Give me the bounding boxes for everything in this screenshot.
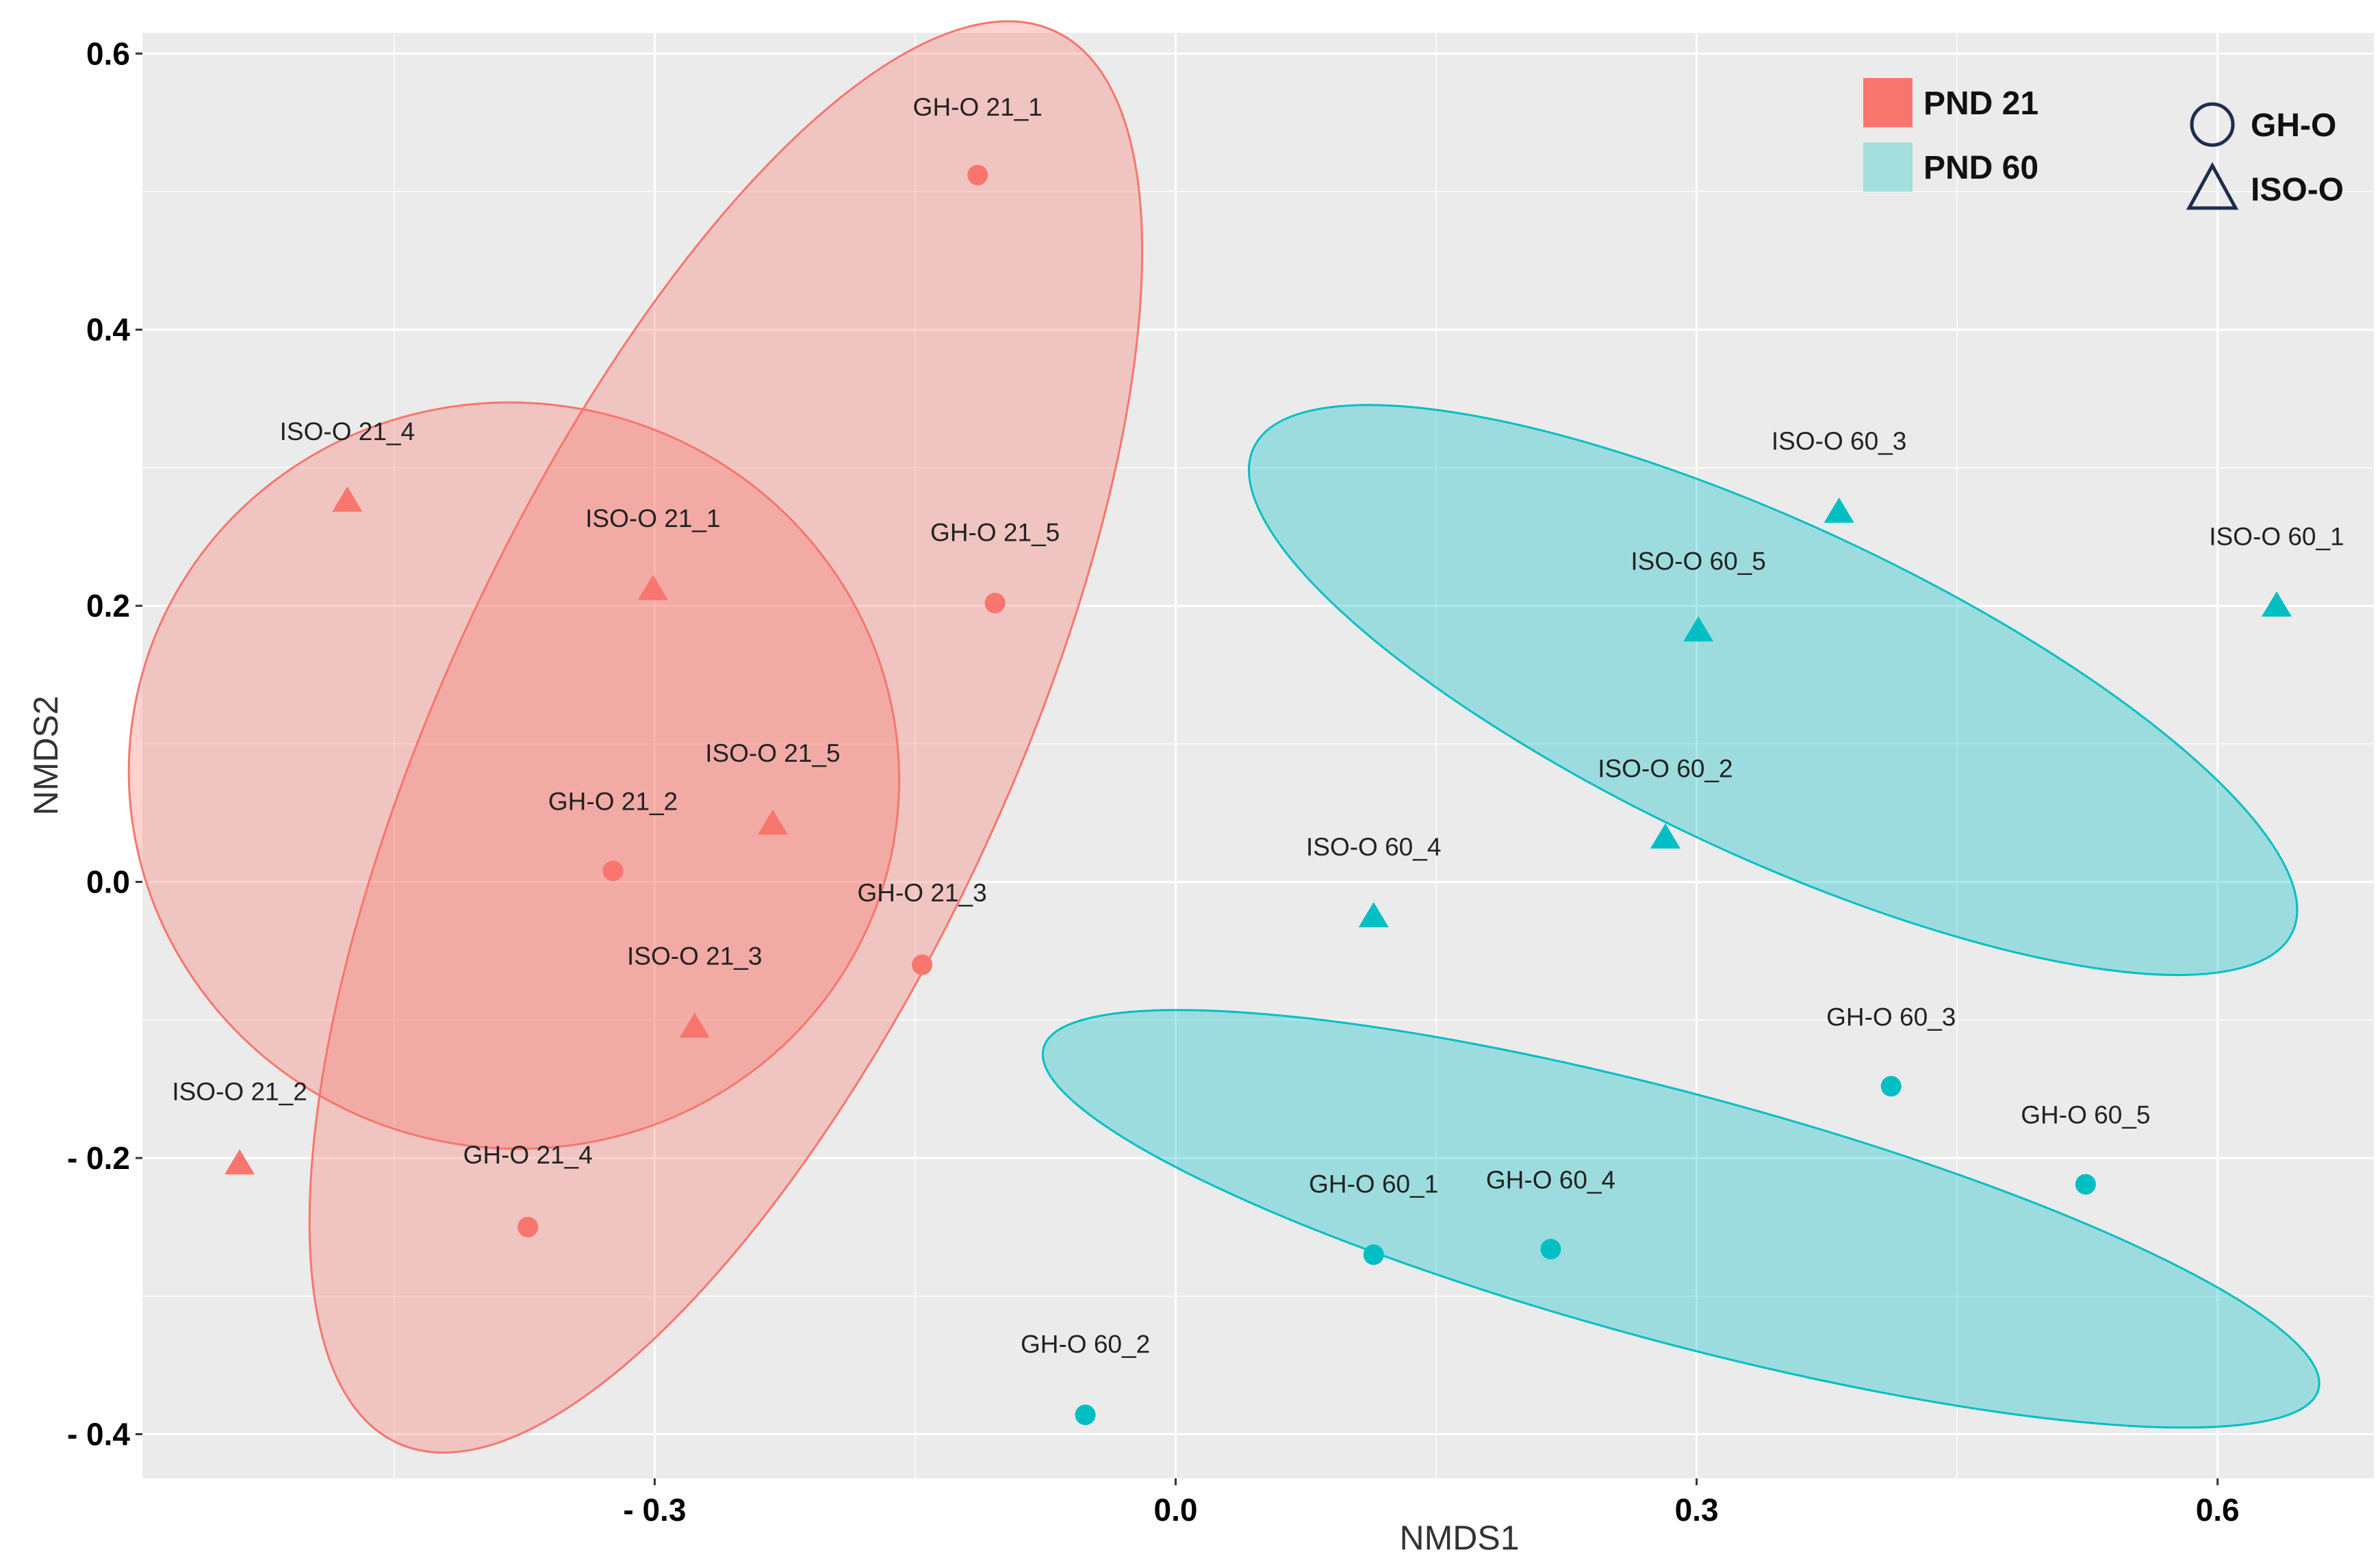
point-gh-o-21-4 bbox=[517, 1216, 539, 1237]
point-gh-o-60-3 bbox=[1880, 1076, 1902, 1097]
label-iso-o-60-5: ISO-O 60_5 bbox=[1631, 548, 1765, 576]
label-gh-o-21-1: GH-O 21_1 bbox=[913, 93, 1043, 121]
confidence-ellipses bbox=[127, 20, 2321, 1454]
x-tick-label: 0.3 bbox=[1675, 1492, 1719, 1528]
axis-ticks: - 0.3 0.0 0.3 0.6 0.6 0.4 0.2 0.0 - 0.2 - 0.4 bbox=[67, 36, 2240, 1528]
x-tick-label: 0.6 bbox=[2196, 1492, 2240, 1528]
point-gh-o-21-5 bbox=[984, 593, 1006, 614]
legend-shape-iso-o bbox=[2186, 162, 2239, 210]
ellipse-pnd-60-iso-o bbox=[1248, 404, 2299, 976]
point-gh-o-60-2 bbox=[1075, 1404, 1096, 1426]
point-iso-o-21-4 bbox=[332, 486, 363, 512]
label-gh-o-21-3: GH-O 21_3 bbox=[857, 879, 986, 907]
point-gh-o-60-1 bbox=[1363, 1244, 1384, 1265]
point-labels: GH-O 21_1 GH-O 21_2 GH-O 21_3 GH-O 21_4 GH-O… bbox=[172, 93, 2344, 1358]
legend-swatch-pnd-60 bbox=[1863, 142, 1913, 192]
legend-label-pnd-60: PND 60 bbox=[1923, 150, 2038, 186]
x-axis-title: NMDS1 bbox=[1399, 1519, 1519, 1557]
label-iso-o-21-2: ISO-O 21_2 bbox=[172, 1077, 307, 1105]
ellipse-pnd-21-iso-o bbox=[127, 401, 901, 1150]
point-gh-o-60-4 bbox=[1540, 1239, 1561, 1260]
point-iso-o-60-1 bbox=[2261, 591, 2292, 617]
ellipse-pnd-21-gh-o bbox=[308, 20, 1144, 1454]
legend-shape-gh-o bbox=[2190, 102, 2235, 147]
y-tick-label: 0.4 bbox=[86, 312, 130, 348]
label-gh-o-60-4: GH-O 60_4 bbox=[1486, 1166, 1615, 1194]
legend: PND 21 PND 60 GH-O ISO-O bbox=[1863, 78, 2344, 210]
x-tick-label: - 0.3 bbox=[623, 1492, 686, 1528]
label-gh-o-60-5: GH-O 60_5 bbox=[2021, 1101, 2150, 1129]
label-iso-o-60-4: ISO-O 60_4 bbox=[1306, 833, 1441, 861]
label-iso-o-21-1: ISO-O 21_1 bbox=[585, 504, 720, 532]
grid-lines bbox=[142, 33, 2374, 1478]
point-iso-o-21-1 bbox=[637, 574, 668, 600]
label-gh-o-21-5: GH-O 21_5 bbox=[930, 518, 1060, 546]
y-tick-label: - 0.2 bbox=[67, 1140, 130, 1176]
y-axis-title: NMDS2 bbox=[27, 695, 65, 815]
label-gh-o-21-2: GH-O 21_2 bbox=[548, 788, 678, 816]
label-gh-o-60-3: GH-O 60_3 bbox=[1826, 1003, 1956, 1031]
ellipse-pnd-60-gh-o bbox=[1041, 1009, 2321, 1429]
label-iso-o-60-1: ISO-O 60_1 bbox=[2209, 522, 2344, 550]
data-points bbox=[225, 164, 2292, 1426]
label-gh-o-21-4: GH-O 21_4 bbox=[463, 1141, 593, 1169]
point-iso-o-60-4 bbox=[1358, 902, 1389, 927]
legend-label-pnd-21: PND 21 bbox=[1923, 86, 2038, 122]
point-gh-o-21-3 bbox=[912, 954, 933, 975]
point-gh-o-21-1 bbox=[967, 164, 988, 185]
plot-panel bbox=[142, 33, 2374, 1478]
y-tick-label: 0.0 bbox=[86, 864, 130, 900]
legend-label-iso-o: ISO-O bbox=[2251, 172, 2344, 208]
y-tick-label: - 0.4 bbox=[67, 1416, 130, 1452]
point-gh-o-60-5 bbox=[2075, 1174, 2096, 1195]
legend-swatch-pnd-21 bbox=[1863, 78, 1913, 127]
label-iso-o-21-4: ISO-O 21_4 bbox=[280, 417, 415, 446]
point-iso-o-60-5 bbox=[1683, 616, 1714, 642]
point-gh-o-21-2 bbox=[602, 860, 624, 882]
label-iso-o-21-3: ISO-O 21_3 bbox=[627, 942, 762, 971]
label-iso-o-60-2: ISO-O 60_2 bbox=[1598, 754, 1733, 782]
point-iso-o-21-3 bbox=[679, 1012, 710, 1038]
label-gh-o-60-1: GH-O 60_1 bbox=[1309, 1170, 1438, 1198]
point-iso-o-60-3 bbox=[1824, 497, 1854, 523]
point-iso-o-60-2 bbox=[1650, 823, 1680, 849]
point-iso-o-21-2 bbox=[225, 1149, 255, 1174]
legend-label-gh-o: GH-O bbox=[2251, 107, 2336, 144]
point-iso-o-21-5 bbox=[757, 809, 788, 835]
y-tick-label: 0.2 bbox=[86, 588, 130, 624]
label-gh-o-60-2: GH-O 60_2 bbox=[1021, 1330, 1150, 1358]
label-iso-o-60-3: ISO-O 60_3 bbox=[1772, 427, 1906, 455]
y-tick-label: 0.6 bbox=[86, 36, 130, 71]
label-iso-o-21-5: ISO-O 21_5 bbox=[705, 739, 840, 767]
x-tick-label: 0.0 bbox=[1154, 1492, 1198, 1528]
